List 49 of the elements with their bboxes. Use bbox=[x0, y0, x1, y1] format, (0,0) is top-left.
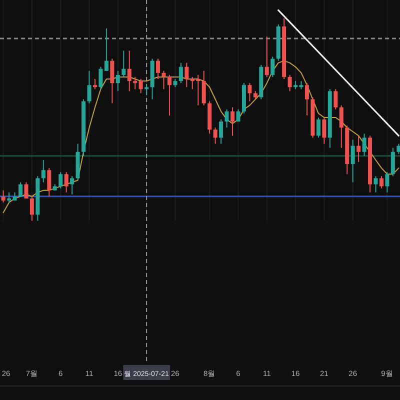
candlestick bbox=[98, 66, 103, 90]
candlestick bbox=[316, 116, 320, 138]
candlestick bbox=[213, 127, 218, 144]
candlestick bbox=[270, 56, 275, 78]
candlestick bbox=[24, 182, 28, 199]
candlestick bbox=[144, 84, 149, 96]
candlestick bbox=[304, 82, 309, 116]
candlestick bbox=[167, 74, 172, 116]
candlestick bbox=[70, 176, 74, 195]
candlestick bbox=[230, 106, 234, 136]
candlestick bbox=[58, 172, 63, 189]
candlestick bbox=[156, 58, 160, 80]
candlestick bbox=[339, 104, 344, 148]
candlestick bbox=[87, 70, 92, 104]
candlestick bbox=[184, 62, 189, 88]
candlestick bbox=[7, 192, 12, 203]
candlestick bbox=[110, 58, 114, 104]
candlestick bbox=[236, 108, 240, 122]
candlestick bbox=[390, 147, 395, 177]
candlestick bbox=[162, 70, 166, 90]
candlestick bbox=[288, 74, 292, 92]
candlestick bbox=[350, 139, 355, 183]
candlestick bbox=[334, 88, 338, 110]
candlestick bbox=[219, 119, 224, 144]
candlestick bbox=[264, 36, 269, 78]
candlestick bbox=[18, 182, 22, 197]
candlestick bbox=[133, 76, 138, 90]
candlestick bbox=[385, 172, 390, 193]
candlestick bbox=[396, 143, 400, 154]
candlestick bbox=[104, 28, 108, 72]
candlestick bbox=[202, 70, 206, 106]
candlestick bbox=[122, 50, 126, 78]
candlestick bbox=[116, 70, 120, 92]
candlestick bbox=[178, 62, 183, 84]
candlestick bbox=[64, 172, 68, 193]
candlestick bbox=[30, 196, 34, 222]
candlestick bbox=[41, 159, 46, 183]
candlestick bbox=[127, 50, 132, 92]
candlestick bbox=[47, 168, 52, 197]
candlestick bbox=[248, 82, 252, 102]
candlestick bbox=[224, 108, 229, 128]
candlestick bbox=[92, 78, 97, 90]
candlestick bbox=[138, 78, 143, 94]
candlestick bbox=[356, 135, 361, 163]
candlestick bbox=[322, 116, 326, 144]
candlestick bbox=[362, 133, 366, 156]
candlestick bbox=[379, 176, 384, 189]
candlestick bbox=[1, 190, 6, 203]
candlestick bbox=[374, 176, 378, 193]
